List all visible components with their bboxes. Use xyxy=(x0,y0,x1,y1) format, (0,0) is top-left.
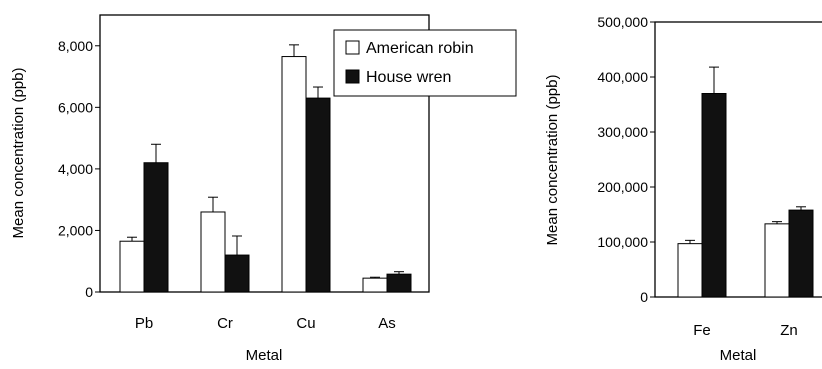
legend-label-house-wren: House wren xyxy=(366,69,451,86)
bar-house-wren-zn xyxy=(788,209,814,298)
x-tick-label-cu: Cu xyxy=(296,315,315,332)
x-tick-label-zn: Zn xyxy=(780,322,798,339)
error-bar xyxy=(370,276,380,279)
x-tick-labels-left: Pb Cr Cu As xyxy=(135,315,396,332)
y-tick-label: 100,000 xyxy=(597,234,648,250)
legend-swatch-house-wren xyxy=(345,69,360,84)
y-ticks-left: 0 2,000 4,000 6,000 8,000 xyxy=(58,38,100,300)
y-axis-title-right: Mean concentration (ppb) xyxy=(544,75,561,246)
y-tick-label: 500,000 xyxy=(597,14,648,30)
bars-left xyxy=(119,44,412,293)
error-bar xyxy=(208,196,218,212)
y-tick-label: 2,000 xyxy=(58,222,93,238)
error-bar xyxy=(232,235,242,256)
error-bar xyxy=(796,206,806,211)
bars-right xyxy=(677,66,814,298)
y-tick-label: 0 xyxy=(640,289,648,305)
error-bar xyxy=(313,86,323,99)
bar-american-robin-zn xyxy=(764,223,790,298)
plot-frame-right xyxy=(654,21,822,298)
error-bar xyxy=(127,236,137,242)
x-axis-title-left: Metal xyxy=(246,347,283,364)
y-tick-label: 4,000 xyxy=(58,161,93,177)
y-ticks-right: 0 100,000 200,000 300,000 400,000 500,000 xyxy=(597,14,655,305)
error-bar xyxy=(685,239,695,244)
legend: American robin House wren xyxy=(333,29,517,97)
chart-left: 0 2,000 4,000 6,000 8,000 Pb Cr Cu As Metal Mea… xyxy=(10,14,517,364)
y-tick-label: 6,000 xyxy=(58,99,93,115)
bar-house-wren-cu xyxy=(305,97,331,293)
bar-house-wren-fe xyxy=(701,93,727,298)
x-tick-labels-right: Fe Zn xyxy=(693,322,798,339)
bar-house-wren-cr xyxy=(224,254,250,293)
bar-american-robin-fe xyxy=(677,243,703,298)
error-bar xyxy=(289,44,299,57)
y-axis-title-left: Mean concentration (ppb) xyxy=(10,68,27,239)
chart-right: 0 100,000 200,000 300,000 400,000 500,000 Fe Z… xyxy=(544,14,822,364)
error-bar xyxy=(772,221,782,224)
x-tick-label-pb: Pb xyxy=(135,315,153,332)
bar-house-wren-as xyxy=(386,273,412,293)
bar-american-robin-as xyxy=(362,277,388,293)
bar-american-robin-pb xyxy=(119,240,145,293)
bar-american-robin-cu xyxy=(281,56,307,293)
bar-american-robin-cr xyxy=(200,211,226,293)
x-axis-title-right: Metal xyxy=(720,347,757,364)
plot-frame-left xyxy=(99,14,430,293)
bar-house-wren-pb xyxy=(143,162,169,293)
y-tick-label: 400,000 xyxy=(597,69,648,85)
error-bar xyxy=(151,143,161,163)
y-tick-label: 8,000 xyxy=(58,38,93,54)
y-tick-label: 0 xyxy=(85,284,93,300)
legend-label-american-robin: American robin xyxy=(366,40,474,57)
legend-swatch-american-robin xyxy=(345,40,360,55)
y-tick-label: 300,000 xyxy=(597,124,648,140)
legend-frame xyxy=(333,29,517,97)
x-tick-label-fe: Fe xyxy=(693,322,711,339)
x-tick-label-cr: Cr xyxy=(217,315,233,332)
error-bar xyxy=(394,271,404,275)
error-bar xyxy=(709,66,719,94)
y-tick-label: 200,000 xyxy=(597,179,648,195)
x-tick-label-as: As xyxy=(378,315,396,332)
